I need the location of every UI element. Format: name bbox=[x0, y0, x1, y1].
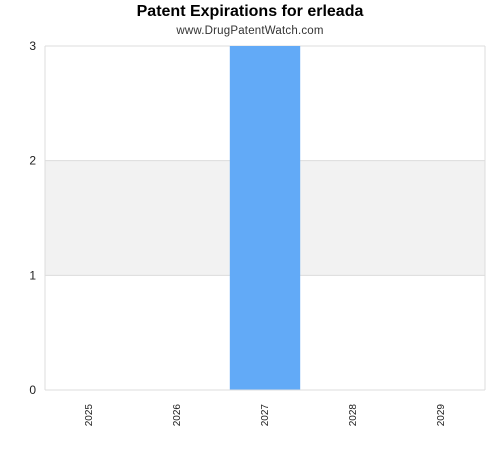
bar-2027 bbox=[230, 46, 300, 390]
x-tick-label: 2027 bbox=[260, 404, 271, 427]
y-tick-label: 1 bbox=[29, 268, 36, 282]
x-tick-label: 2029 bbox=[436, 404, 447, 427]
y-axis-ticks: 0 1 2 3 bbox=[29, 39, 36, 397]
bars bbox=[230, 46, 300, 390]
y-tick-label: 3 bbox=[29, 39, 36, 53]
x-tick-label: 2028 bbox=[348, 404, 359, 427]
y-tick-label: 0 bbox=[29, 383, 36, 397]
x-tick-label: 2025 bbox=[84, 404, 95, 427]
y-tick-label: 2 bbox=[29, 154, 36, 168]
x-tick-label: 2026 bbox=[172, 404, 183, 427]
x-axis-ticks: 2025 2026 2027 2028 2029 bbox=[84, 404, 447, 427]
